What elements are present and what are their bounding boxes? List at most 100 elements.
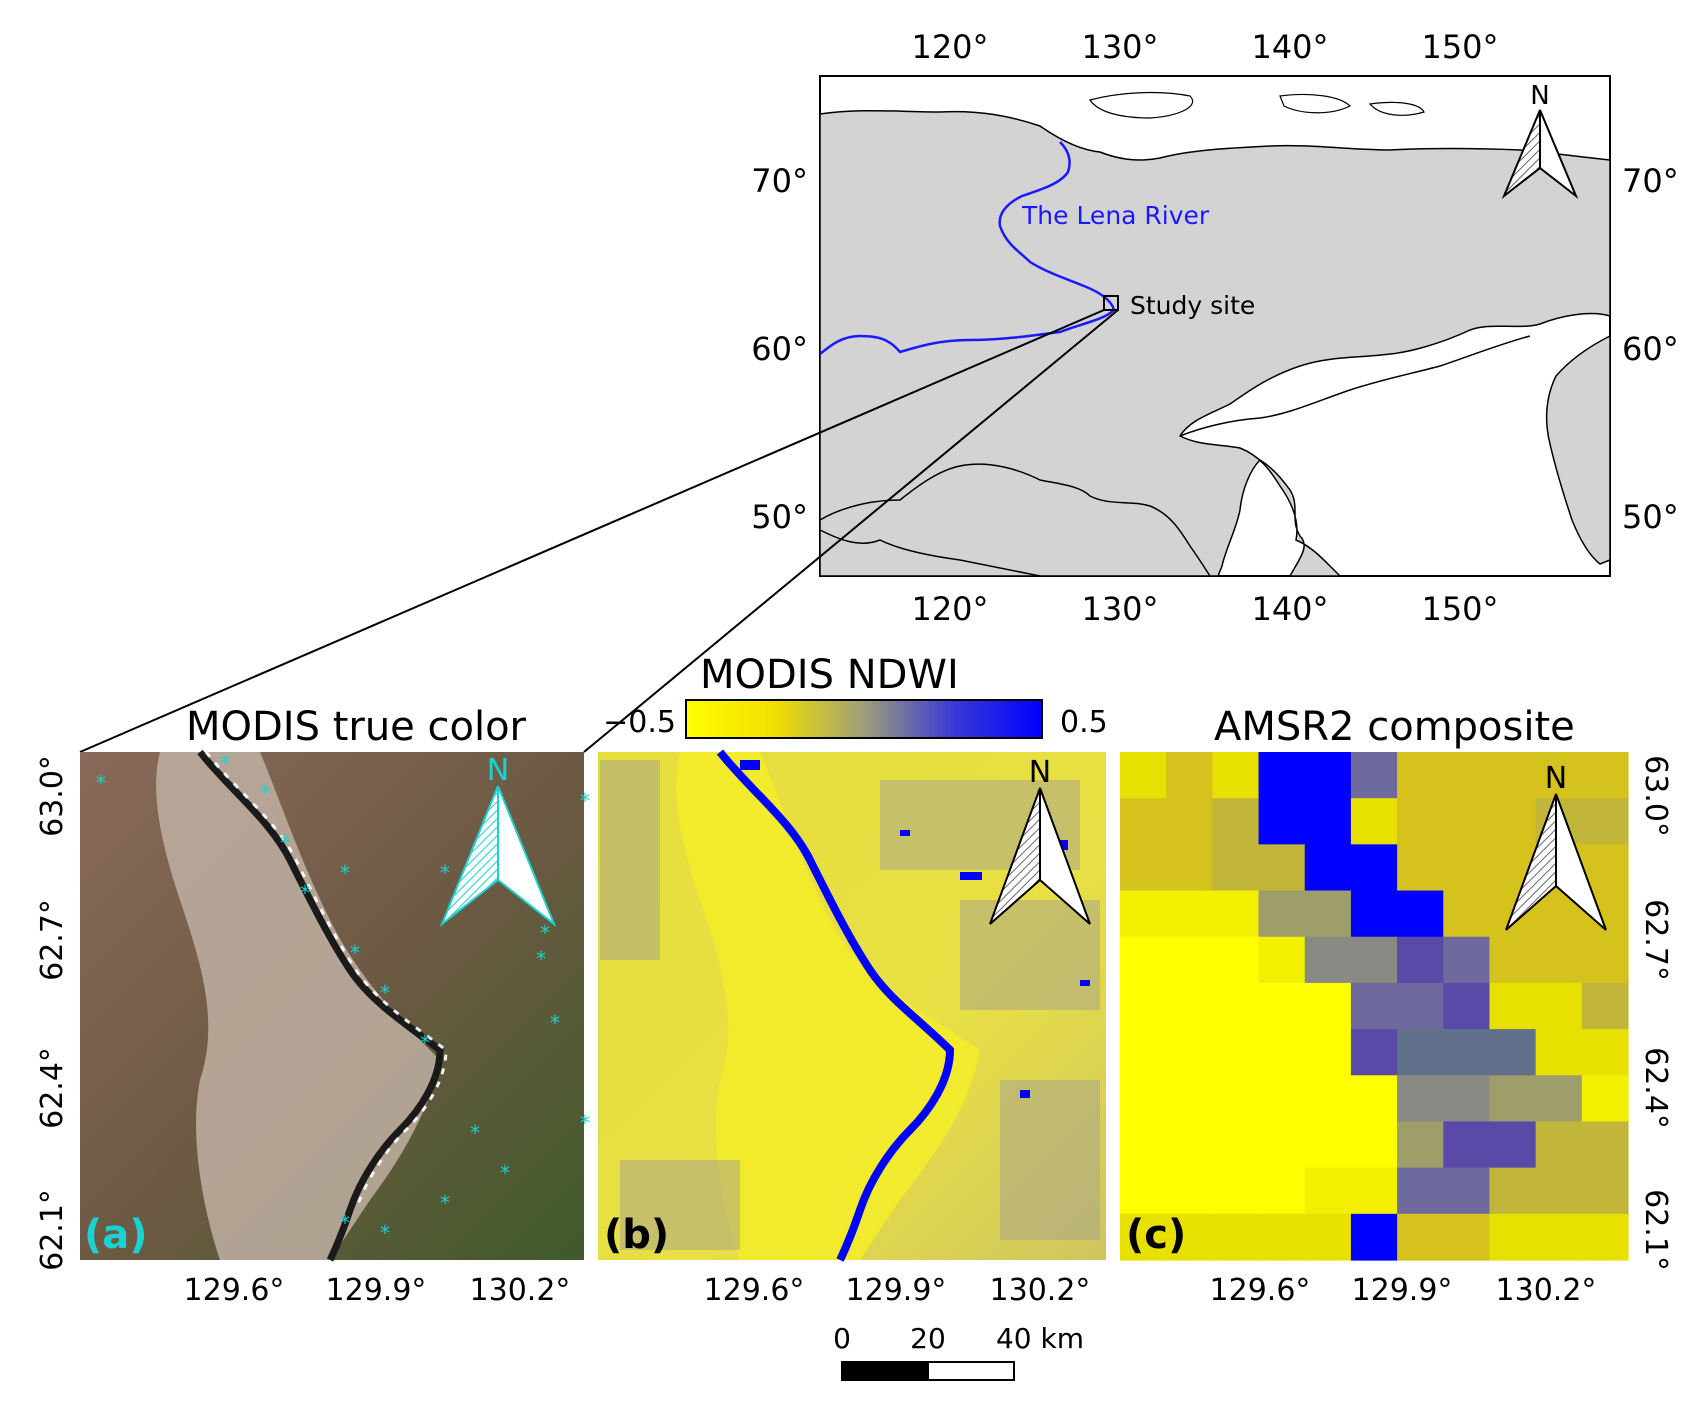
amsr2-cell	[1443, 1167, 1491, 1215]
svg-text:*: *	[280, 831, 290, 855]
svg-text:*: *	[340, 1211, 350, 1235]
amsr2-cell	[1397, 1167, 1444, 1215]
amsr2-cell	[1581, 752, 1629, 799]
amsr2-cell	[1258, 844, 1306, 892]
amsr2-cell	[1212, 844, 1260, 892]
country-border	[819, 529, 1041, 577]
panel-c-tag: (c)	[1126, 1212, 1186, 1258]
amsr2-cell	[1443, 1075, 1491, 1123]
amsr2-cell	[1120, 1075, 1167, 1123]
colorbar-min-label: −0.5	[603, 705, 676, 740]
panel-c: AMSR2 composite (c) N	[1120, 704, 1629, 1261]
scale-label-20: 20	[910, 1322, 946, 1355]
floodplain	[156, 752, 440, 1260]
country-border	[819, 463, 1211, 577]
inset-left-lat-ticks: 63.0° 62.7° 62.4° 62.1°	[35, 755, 70, 1271]
study-site-box	[1103, 295, 1119, 311]
amsr2-cell	[1212, 1213, 1260, 1261]
colorbar-max-label: 0.5	[1060, 705, 1108, 740]
amsr2-cell	[1258, 1075, 1306, 1123]
overview-right-lat-ticks: 70° 60° 50°	[1622, 162, 1679, 536]
panel-a-title: MODIS true color	[186, 704, 527, 750]
amsr2-cell	[1304, 1121, 1352, 1169]
amsr2-cell	[1304, 936, 1352, 984]
amsr2-cell	[1212, 1167, 1260, 1215]
panel-b-tag: (b)	[604, 1212, 669, 1258]
amsr2-cell	[1350, 890, 1398, 938]
amsr2-cell	[1535, 1121, 1583, 1169]
amsr2-cell	[1212, 982, 1260, 1030]
amsr2-cell	[1120, 1213, 1167, 1261]
amsr2-cell	[1535, 982, 1583, 1030]
svg-text:*: *	[300, 881, 310, 905]
tick-label: 129.9°	[326, 1273, 427, 1308]
tick-label: 50°	[1622, 498, 1679, 536]
amsr2-cell	[1489, 1029, 1537, 1076]
panel-a-tag: (a)	[84, 1212, 148, 1258]
tick-label: 130.2°	[1496, 1273, 1597, 1308]
amsr2-cell	[1120, 752, 1167, 799]
amsr2-cell	[1443, 936, 1491, 984]
amsr2-cell	[1489, 1121, 1537, 1169]
amsr2-cell	[1258, 1213, 1306, 1261]
land-mass	[819, 109, 1611, 577]
amsr2-cell	[1258, 1167, 1306, 1215]
amsr2-cell	[1397, 890, 1444, 938]
amsr2-cell	[1443, 1213, 1491, 1261]
amsr2-cell	[1120, 1029, 1167, 1076]
amsr2-cell	[1489, 1213, 1537, 1261]
amsr2-cell	[1443, 844, 1491, 892]
amsr2-cell	[1581, 1029, 1629, 1076]
svg-text:*: *	[220, 751, 230, 775]
north-arrow-a: N	[439, 753, 557, 928]
tick-label: 130.2°	[990, 1273, 1091, 1308]
scale-segment-white	[927, 1361, 1015, 1381]
amsr2-cell	[1258, 1029, 1306, 1076]
amsr2-cell	[1443, 982, 1491, 1030]
zoom-line-left	[79, 309, 1105, 753]
ndwi-colorbar: MODIS NDWI −0.5 0.5	[603, 652, 1108, 740]
panel-a: MODIS true color *** *** *** *** *** ***…	[80, 704, 590, 1262]
scale-label-0: 0	[833, 1322, 851, 1355]
tick-label: 129.9°	[1352, 1273, 1453, 1308]
amsr2-cell	[1397, 798, 1444, 845]
tick-label: 129.6°	[1210, 1273, 1311, 1308]
amsr2-cell	[1535, 1167, 1583, 1215]
tick-label: 62.4°	[35, 1047, 70, 1129]
inset-lon-ticks-b: 129.6° 129.9° 130.2°	[704, 1273, 1091, 1308]
river-label: The Lena River	[1021, 201, 1210, 230]
amsr2-cell	[1166, 1213, 1213, 1261]
amsr2-cell	[1350, 844, 1398, 892]
island	[1279, 93, 1352, 114]
amsr2-cell	[1166, 798, 1213, 845]
amsr2-cell	[1120, 844, 1167, 892]
amsr2-cell	[1581, 1075, 1629, 1123]
amsr2-cell	[1304, 752, 1352, 799]
amsr2-cell	[1489, 1075, 1537, 1123]
overview-left-lat-ticks: 70° 60° 50°	[751, 162, 808, 536]
amsr2-cell	[1304, 982, 1352, 1030]
amsr2-cell	[1350, 982, 1398, 1030]
amsr2-cell	[1535, 936, 1583, 984]
inset-lon-ticks-a: 129.6° 129.9° 130.2°	[184, 1273, 571, 1308]
tick-label: 63.0°	[1638, 755, 1673, 837]
river-ice-a	[204, 751, 448, 1211]
amsr2-cell	[1166, 844, 1213, 892]
amsr2-cell	[1212, 890, 1260, 938]
amsr2-cell	[1120, 798, 1167, 845]
north-label-c: N	[1545, 761, 1567, 796]
amsr2-cell	[1166, 936, 1213, 984]
amsr2-cell	[1304, 798, 1352, 845]
tick-label: 140°	[1251, 590, 1328, 628]
svg-text:*: *	[500, 1161, 510, 1185]
amsr2-cell	[1304, 844, 1352, 892]
scale-segment-black	[841, 1361, 929, 1381]
amsr2-cell	[1397, 1121, 1444, 1169]
tick-label: 60°	[1622, 330, 1679, 368]
tick-label: 129.6°	[704, 1273, 805, 1308]
amsr2-cell	[1166, 752, 1213, 799]
amsr2-cell	[1304, 1029, 1352, 1076]
amsr2-cell	[1258, 752, 1306, 799]
tick-label: 150°	[1421, 590, 1498, 628]
